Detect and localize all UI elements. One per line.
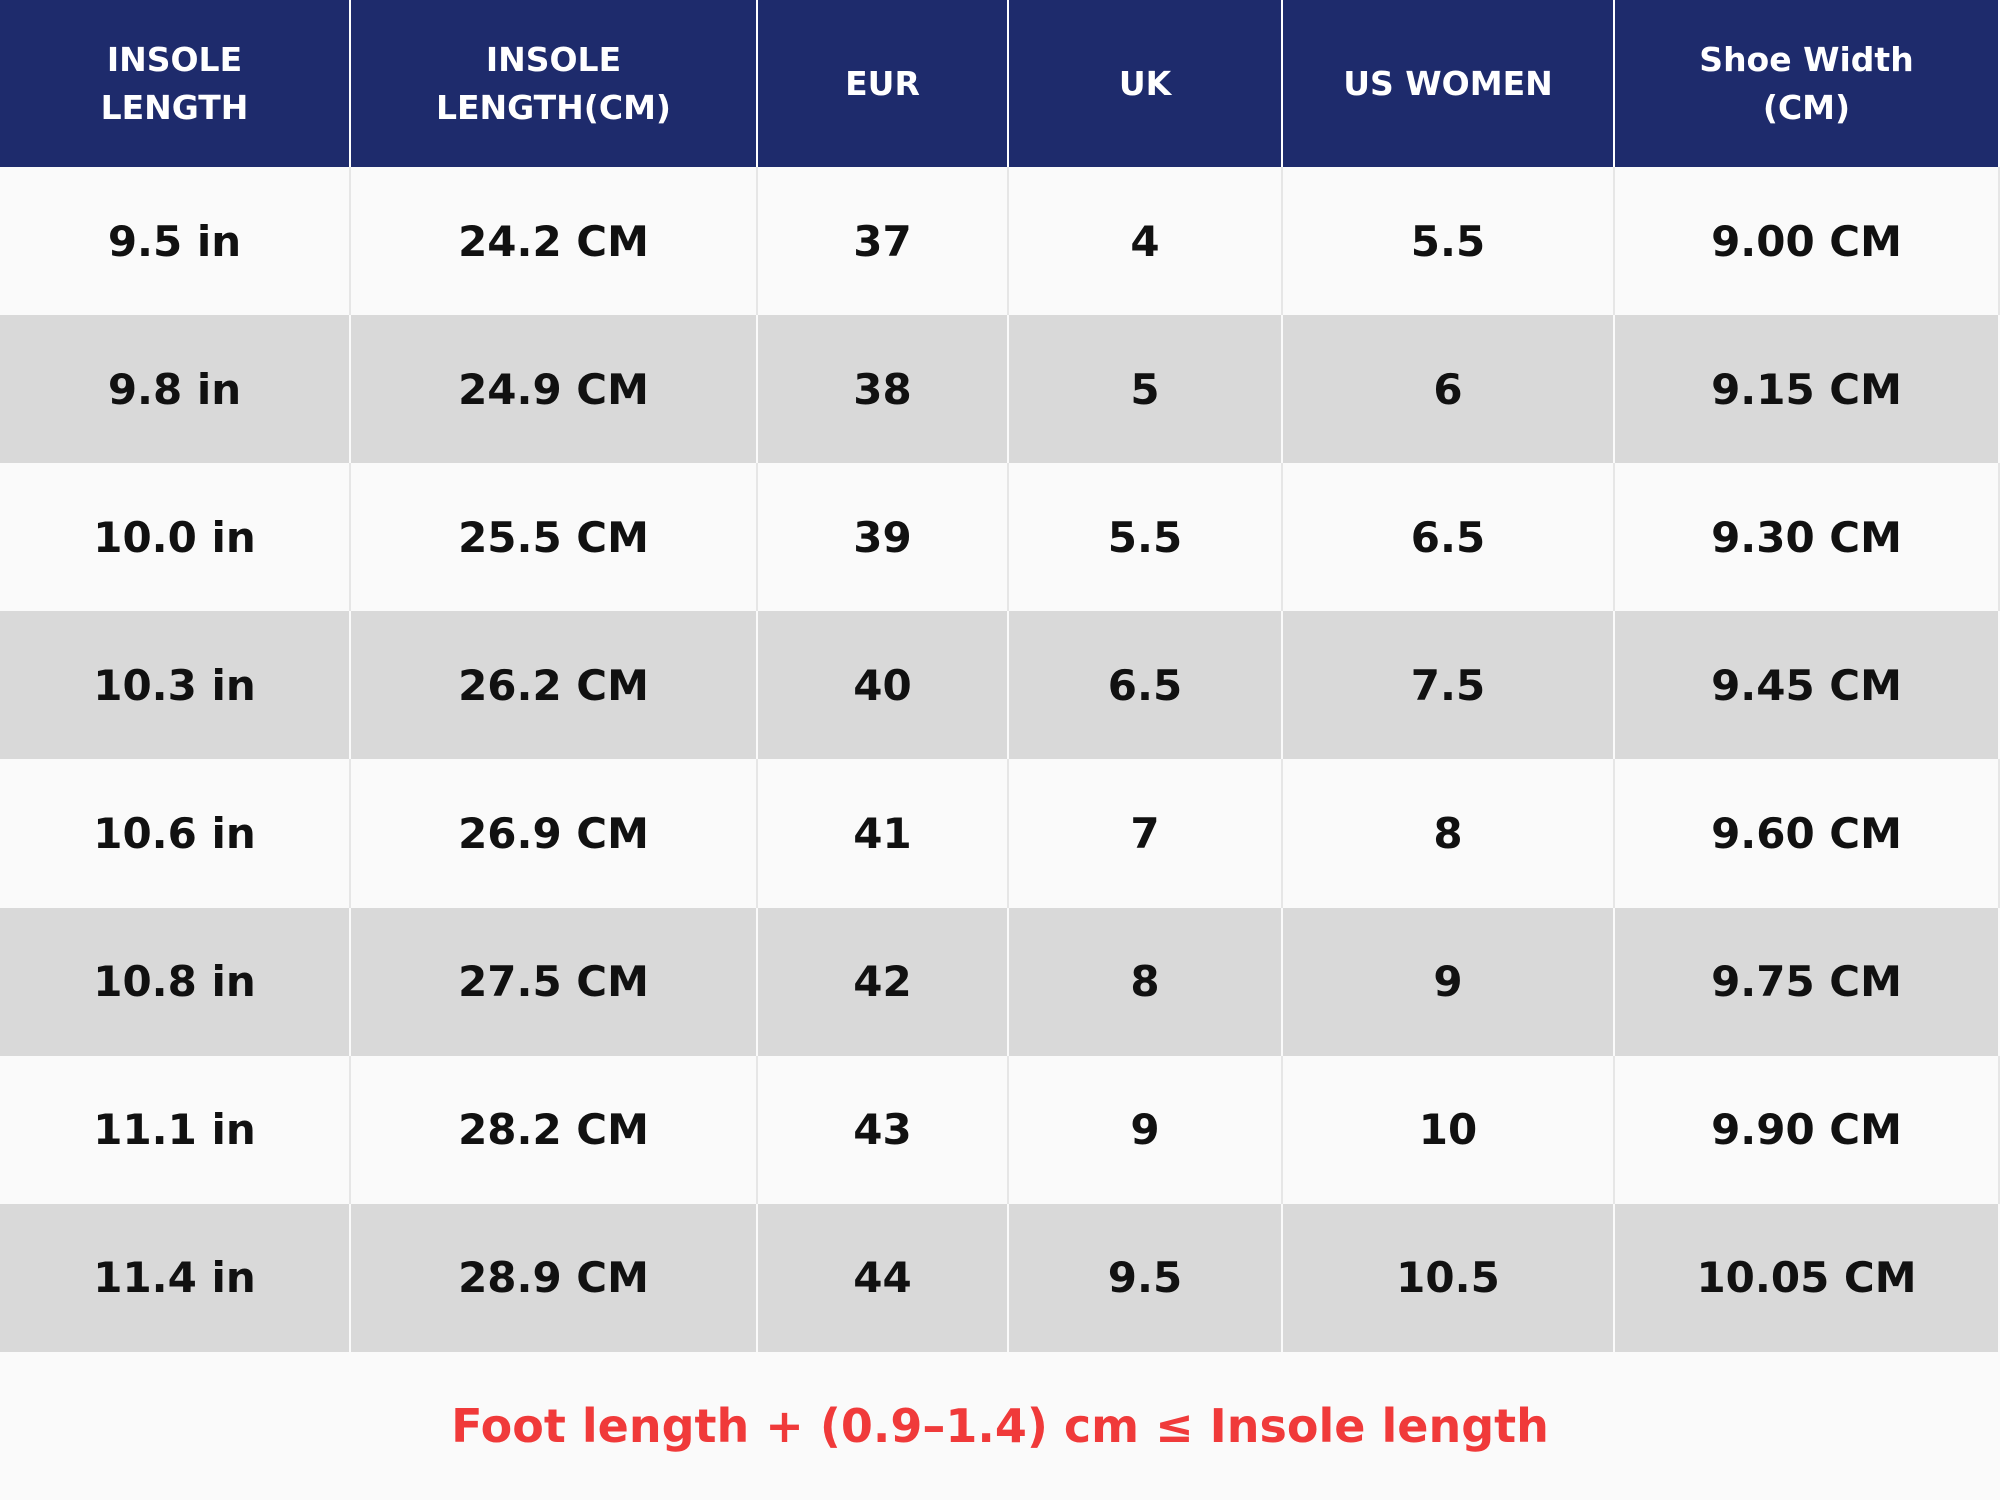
table-cell: 10.8 in <box>0 907 351 1057</box>
table-cell: 10.0 in <box>0 463 351 612</box>
table-cell: 9.00 CM <box>1615 167 2000 316</box>
header-text: LENGTH(CM) <box>435 87 672 127</box>
header-text: INSOLE <box>485 39 622 79</box>
table-cell: 28.9 CM <box>351 1203 758 1353</box>
header-cell: INSOLE LENGTH(CM) <box>351 0 758 167</box>
table-cell: 10.05 CM <box>1615 1203 2000 1353</box>
header-text: LENGTH <box>100 87 249 127</box>
table-cell: 24.9 CM <box>351 315 758 464</box>
header-text: EUR <box>845 63 920 103</box>
table-cell: 27.5 CM <box>351 907 758 1057</box>
table-cell: 43 <box>758 1055 1009 1205</box>
table-cell: 5.5 <box>1009 463 1283 612</box>
table-cell: 4 <box>1009 167 1283 316</box>
table-cell: 9 <box>1283 907 1615 1057</box>
table-cell: 9.75 CM <box>1615 907 2000 1057</box>
header-cell: INSOLE LENGTH <box>0 0 351 167</box>
table-cell: 25.5 CM <box>351 463 758 612</box>
table-cell: 11.1 in <box>0 1055 351 1205</box>
table-cell: 42 <box>758 907 1009 1057</box>
table-cell: 26.9 CM <box>351 759 758 908</box>
table-cell: 9.5 in <box>0 167 351 316</box>
table-cell: 9.60 CM <box>1615 759 2000 908</box>
table-cell: 28.2 CM <box>351 1055 758 1205</box>
table-cell: 8 <box>1009 907 1283 1057</box>
table-cell: 37 <box>758 167 1009 316</box>
table-cell: 38 <box>758 315 1009 464</box>
table-cell: 6 <box>1283 315 1615 464</box>
table-cell: 10.5 <box>1283 1203 1615 1353</box>
table-cell: 10.3 in <box>0 611 351 760</box>
table-cell: 8 <box>1283 759 1615 908</box>
table-cell: 9.15 CM <box>1615 315 2000 464</box>
table-cell: 10 <box>1283 1055 1615 1205</box>
table-cell: 11.4 in <box>0 1203 351 1353</box>
header-text: US WOMEN <box>1343 63 1553 103</box>
header-cell: US WOMEN <box>1283 0 1615 167</box>
table-cell: 39 <box>758 463 1009 612</box>
table-cell: 41 <box>758 759 1009 908</box>
table-cell: 6.5 <box>1009 611 1283 760</box>
table-cell: 7.5 <box>1283 611 1615 760</box>
header-text: UK <box>1118 63 1172 103</box>
header-text: INSOLE <box>106 39 243 79</box>
table-cell: 9 <box>1009 1055 1283 1205</box>
table-cell: 40 <box>758 611 1009 760</box>
table-cell: 7 <box>1009 759 1283 908</box>
header-cell: EUR <box>758 0 1009 167</box>
table-cell: 9.45 CM <box>1615 611 2000 760</box>
table-cell: 10.6 in <box>0 759 351 908</box>
table-cell: 9.5 <box>1009 1203 1283 1353</box>
footer-note: Foot length + (0.9–1.4) cm ≤ Insole leng… <box>451 1399 1549 1453</box>
table-cell: 5 <box>1009 315 1283 464</box>
header-text: Shoe Width <box>1699 39 1914 79</box>
table-cell: 44 <box>758 1203 1009 1353</box>
header-cell: Shoe Width (CM) <box>1615 0 2000 167</box>
table-cell: 9.90 CM <box>1615 1055 2000 1205</box>
table-cell: 9.30 CM <box>1615 463 2000 612</box>
table-cell: 9.8 in <box>0 315 351 464</box>
table-cell: 26.2 CM <box>351 611 758 760</box>
table-cell: 6.5 <box>1283 463 1615 612</box>
table-cell: 24.2 CM <box>351 167 758 316</box>
header-text: (CM) <box>1762 87 1851 127</box>
table-cell: 5.5 <box>1283 167 1615 316</box>
header-cell: UK <box>1009 0 1283 167</box>
